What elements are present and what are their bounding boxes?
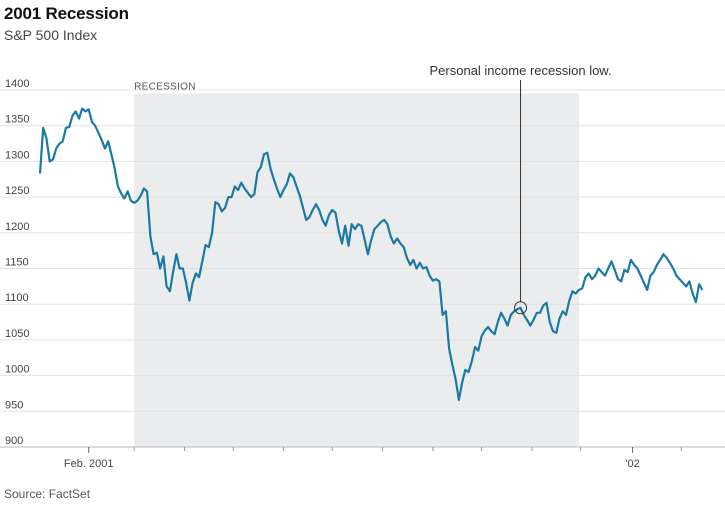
y-tick-label: 1200 — [5, 221, 29, 233]
recession-label: RECESSION — [134, 82, 196, 93]
y-tick-label: 1250 — [5, 185, 29, 197]
y-tick-label: 1350 — [5, 114, 29, 126]
chart-source: Source: FactSet — [4, 487, 91, 501]
recession-shade — [134, 93, 579, 447]
chart-subtitle: S&P 500 Index — [4, 27, 98, 43]
annotation-label: Personal income recession low. — [430, 63, 612, 78]
y-tick-label: 950 — [5, 399, 23, 411]
sp500-series-line — [38, 107, 704, 401]
y-tick-label: 1300 — [5, 149, 29, 161]
y-tick-label: 1150 — [5, 257, 29, 269]
annotation-marker — [514, 301, 528, 315]
y-tick-label: 1050 — [5, 328, 29, 340]
x-tick-label: '02 — [625, 458, 639, 470]
x-tick-label: Feb. 2001 — [64, 458, 114, 470]
y-tick-label: 1000 — [5, 364, 29, 376]
y-tick-label: 1100 — [5, 292, 29, 304]
chart-title: 2001 Recession — [4, 4, 129, 23]
y-tick-label: 900 — [5, 435, 23, 447]
y-tick-label: 1400 — [5, 78, 29, 90]
